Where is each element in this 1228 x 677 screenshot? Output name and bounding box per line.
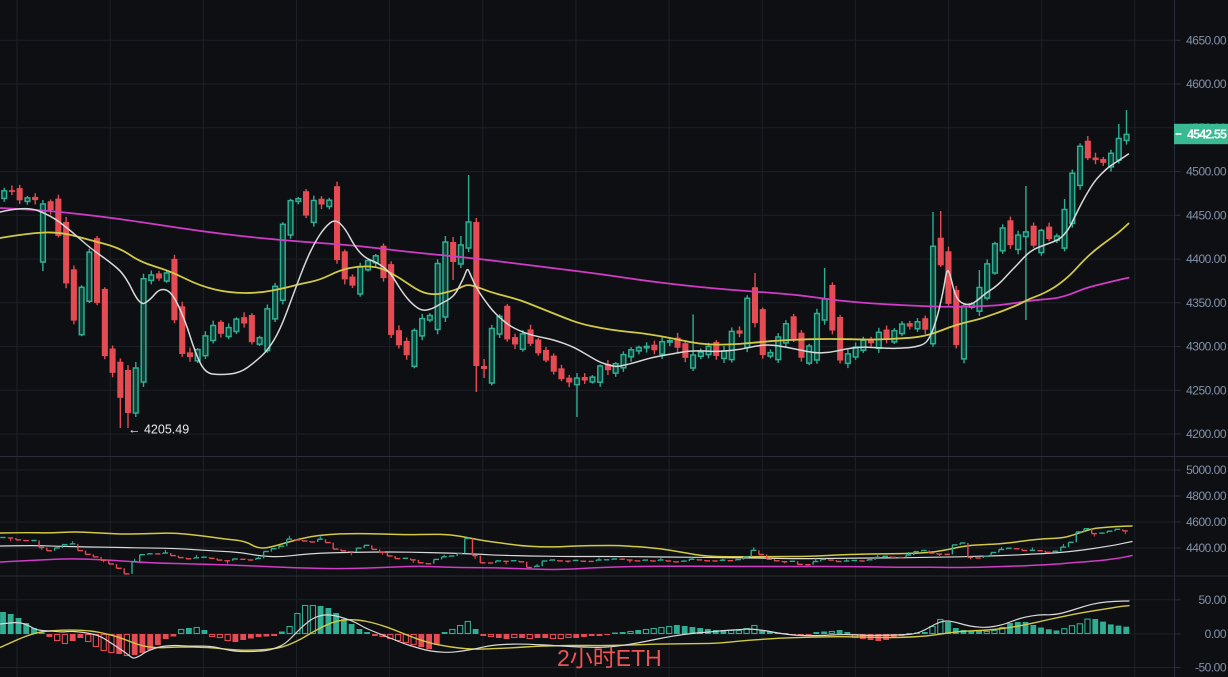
svg-text:4250.00: 4250.00: [1186, 383, 1227, 397]
svg-text:2小时ETH: 2小时ETH: [557, 645, 662, 671]
svg-text:4650.00: 4650.00: [1186, 33, 1227, 47]
svg-text:4542.55: 4542.55: [1187, 127, 1227, 141]
svg-text:4450.00: 4450.00: [1186, 208, 1227, 222]
svg-text:4400.00: 4400.00: [1186, 252, 1227, 266]
svg-text:4800.00: 4800.00: [1186, 489, 1227, 503]
svg-text:4300.00: 4300.00: [1186, 340, 1227, 354]
svg-text:4350.00: 4350.00: [1186, 296, 1227, 310]
svg-text:← 4205.49: ← 4205.49: [128, 423, 189, 437]
svg-text:0.00: 0.00: [1205, 627, 1227, 641]
svg-text:4600.00: 4600.00: [1186, 77, 1227, 91]
svg-text:4600.00: 4600.00: [1186, 515, 1227, 529]
svg-text:4500.00: 4500.00: [1186, 165, 1227, 179]
svg-text:50.00: 50.00: [1198, 593, 1226, 607]
svg-text:5000.00: 5000.00: [1186, 463, 1227, 477]
svg-text:-50.00: -50.00: [1195, 661, 1227, 675]
svg-text:4400.00: 4400.00: [1186, 541, 1227, 555]
svg-text:4200.00: 4200.00: [1186, 427, 1227, 441]
